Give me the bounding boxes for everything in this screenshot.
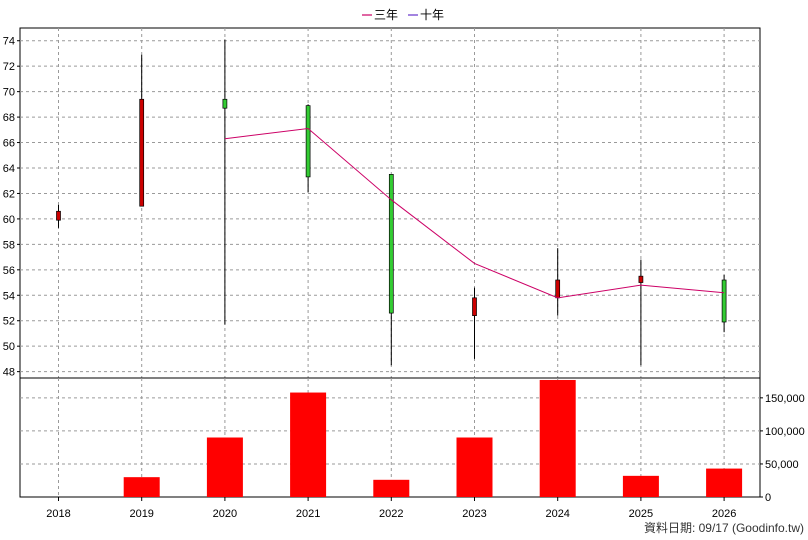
x-tick-label: 2020	[213, 508, 237, 520]
x-tick-label: 2021	[296, 508, 320, 520]
price-tick-label: 50	[3, 341, 15, 353]
legend-label-1: 三年	[374, 8, 398, 22]
volume-bar-2024	[539, 379, 576, 497]
candle-body-2025	[638, 275, 644, 283]
candle-body-2019	[139, 98, 145, 207]
x-tick-label: 2018	[46, 508, 70, 520]
volume-tick-label: 50,000	[765, 459, 799, 471]
volume-tick-label: 100,000	[765, 426, 805, 438]
price-tick-label: 58	[3, 239, 15, 251]
price-tick-label: 54	[3, 290, 15, 302]
price-tick-label: 56	[3, 265, 15, 277]
volume-bar-2022	[373, 479, 410, 497]
x-tick-label: 2019	[129, 508, 153, 520]
candle-body-2022	[388, 174, 394, 314]
legend-label-2: 十年	[420, 8, 444, 22]
volume-tick-label: 150,000	[765, 393, 805, 405]
candle-body-2023	[472, 297, 477, 316]
candle-body-2026	[721, 279, 727, 323]
data-date-footnote: 資料日期: 09/17 (Goodinfo.tw)	[644, 521, 804, 535]
price-tick-label: 62	[3, 188, 15, 200]
candle-body-2024	[555, 279, 561, 299]
chart-legend: 三年 十年	[362, 8, 444, 22]
volume-bar-2020	[206, 437, 243, 497]
price-panel: 48 50 52 54 56 58 60 62 64 66 68 70 72 74	[3, 27, 761, 379]
price-tick-label: 48	[3, 367, 15, 379]
price-tick-label: 70	[3, 87, 15, 99]
x-tick-label: 2025	[629, 508, 653, 520]
price-tick-label: 72	[3, 61, 15, 73]
volume-tick-label: 0	[765, 492, 771, 504]
x-tick-label: 2023	[462, 508, 486, 520]
x-tick-label: 2026	[712, 508, 736, 520]
candle-body-2018	[56, 210, 61, 221]
volume-bar-2021	[290, 392, 327, 497]
volume-bar-2025	[622, 475, 659, 497]
volume-panel: 0 50,000 100,000 150,000	[19, 377, 805, 504]
three-year-line	[224, 128, 725, 299]
volume-bar-2023	[456, 437, 493, 497]
price-tick-label: 60	[3, 214, 15, 226]
price-tick-label: 64	[3, 163, 15, 175]
price-tick-label: 52	[3, 316, 15, 328]
price-tick-label: 74	[3, 36, 15, 48]
x-tick-label: 2024	[545, 508, 569, 520]
price-tick-label: 66	[3, 138, 15, 150]
x-axis: 2018 2019 2020 2021 2022 2023 2024 2025 2026	[46, 497, 736, 520]
volume-bar-2019	[123, 477, 160, 497]
x-tick-label: 2022	[379, 508, 403, 520]
price-tick-label: 68	[3, 112, 15, 124]
candle-body-2021	[305, 105, 311, 178]
volume-bar-2026	[706, 468, 743, 497]
candle-body-2020	[222, 98, 228, 109]
